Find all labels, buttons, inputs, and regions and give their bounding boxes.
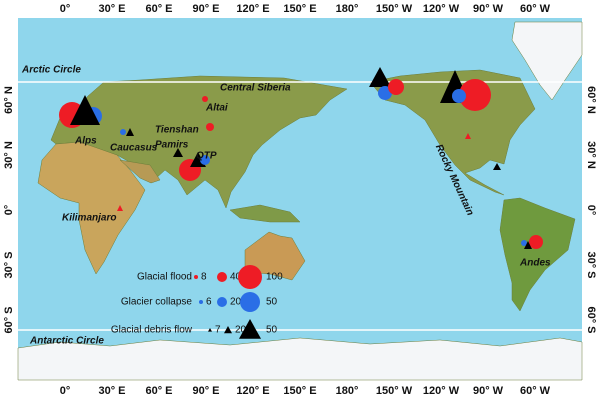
region-label: Tienshan (155, 125, 199, 136)
lon-label: 120° W (423, 3, 460, 15)
flood-marker (465, 133, 471, 139)
legend-label: Glacial flood (137, 272, 192, 283)
legend-symbol (217, 297, 227, 307)
legend: Glacial flood 8 40 100 Glacier collapse 6 20 50… (111, 265, 283, 339)
arctic-circle-label: Arctic Circle (21, 65, 81, 76)
lon-label: 60° W (520, 385, 551, 397)
lon-label: 90° W (473, 385, 504, 397)
debris-marker (173, 148, 183, 157)
region-label: Pamirs (155, 140, 189, 151)
lon-label: 180° (336, 3, 359, 15)
antarctica (17, 337, 583, 381)
arabia (119, 159, 161, 184)
lat-label: 60° N (3, 86, 15, 114)
flood-marker (117, 205, 123, 211)
legend-symbol (217, 272, 227, 282)
lat-label: 0° (3, 205, 15, 216)
collapse-marker (452, 89, 466, 103)
labels: 0° 0° 30° E 30° E 60° E 60° E 90° E 90° E 120° E… (3, 3, 597, 397)
lat-label: 30° S (3, 251, 15, 278)
lon-label: 120° E (236, 3, 269, 15)
region-label: Andes (519, 258, 551, 269)
lon-label: 60° E (145, 3, 172, 15)
north-america (369, 69, 536, 196)
legend-size: 7 (215, 325, 221, 336)
lon-label: 90° E (192, 385, 219, 397)
legend-label: Glacier collapse (121, 297, 193, 308)
region-label: Kilimanjaro (62, 213, 116, 224)
lon-label: 180° (336, 385, 359, 397)
debris-marker (524, 241, 532, 249)
debris-marker (493, 163, 501, 170)
region-label: Alps (74, 136, 97, 147)
lat-label: 30° N (3, 141, 15, 169)
lon-label: 60° W (520, 3, 551, 15)
legend-label: Glacial debris flow (111, 325, 193, 336)
legend-size: 20 (230, 297, 242, 308)
lon-label: 120° W (423, 385, 460, 397)
lon-label: 150° W (376, 385, 413, 397)
lon-label: 150° W (376, 3, 413, 15)
region-label: QTP (196, 151, 217, 162)
flood-marker (206, 123, 214, 131)
debris-marker (369, 67, 391, 87)
lon-label: 0° (60, 3, 71, 15)
lon-label: 90° E (192, 3, 219, 15)
region-label: Central Siberia (220, 83, 291, 94)
collapse-marker (200, 155, 210, 165)
legend-symbol (194, 275, 198, 279)
legend-symbol (238, 265, 262, 289)
debris-marker (70, 95, 100, 125)
collapse-marker (521, 240, 527, 246)
flood-marker (459, 79, 491, 111)
legend-symbol (240, 292, 260, 312)
legend-size: 40 (230, 272, 242, 283)
debris-marker (126, 128, 134, 136)
land (17, 21, 583, 381)
lat-label: 60° S (3, 306, 15, 333)
legend-symbol (208, 328, 212, 332)
lon-label: 120° E (236, 385, 269, 397)
lon-label: 60° E (145, 385, 172, 397)
flood-marker (202, 96, 208, 102)
legend-symbol (224, 326, 232, 334)
legend-symbol (239, 319, 261, 339)
legend-size: 6 (206, 297, 212, 308)
greenland (511, 21, 583, 101)
indonesia (229, 204, 301, 223)
lon-label: 30° E (98, 3, 125, 15)
region-label: Altai (205, 103, 228, 114)
legend-symbol (199, 300, 203, 304)
south-america (499, 197, 576, 312)
lon-label: 150° E (283, 385, 316, 397)
legend-size: 8 (201, 272, 207, 283)
flood-marker (529, 235, 543, 249)
lat-label: 30° S (585, 251, 597, 278)
flood-marker (388, 79, 404, 95)
region-label: Caucasus (110, 143, 158, 154)
lon-label: 0° (60, 385, 71, 397)
event-markers (59, 67, 543, 249)
lat-label: 60° N (585, 86, 597, 114)
lon-label: 150° E (283, 3, 316, 15)
lat-label: 30° N (585, 141, 597, 169)
legend-size: 50 (266, 297, 278, 308)
lat-label: 0° (585, 205, 597, 216)
antarctic-circle-label: Antarctic Circle (29, 336, 104, 347)
lat-label: 60° S (585, 306, 597, 333)
legend-size: 20 (235, 325, 247, 336)
lon-label: 30° E (98, 385, 125, 397)
legend-size: 50 (266, 325, 278, 336)
legend-size: 100 (266, 272, 283, 283)
lon-label: 90° W (473, 3, 504, 15)
collapse-marker (120, 129, 126, 135)
